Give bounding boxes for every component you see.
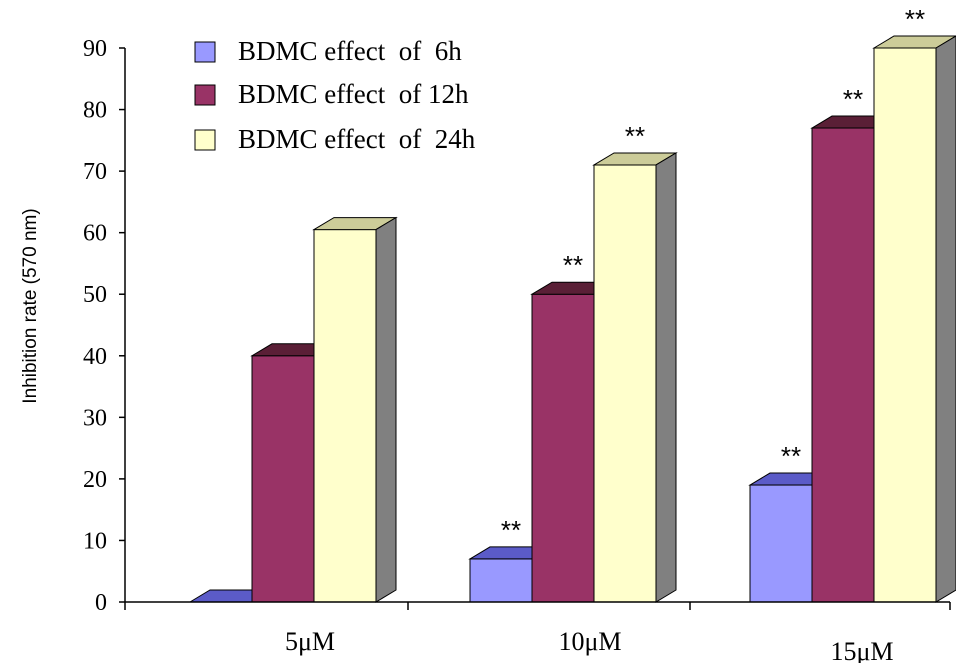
bar-front <box>811 127 875 603</box>
bar-front <box>469 558 533 603</box>
bar <box>250 343 336 603</box>
x-tick-label: 10μM <box>558 627 621 656</box>
bar-front <box>313 229 377 603</box>
bar-front <box>749 484 813 603</box>
legend-swatch <box>194 129 216 151</box>
legend: BDMC effect of 6h BDMC effect of 12h BDMC … <box>194 36 476 154</box>
x-tick-label: 5μM <box>285 627 335 656</box>
y-tick-label: 30 <box>83 405 107 431</box>
significance-label: ** <box>501 515 521 545</box>
y-tick-label: 90 <box>83 36 107 62</box>
x-tick-label: 15μM <box>830 637 893 663</box>
y-axis: 0 10 20 30 40 50 60 70 80 90 <box>83 36 126 616</box>
legend-label: BDMC effect of 12h <box>238 79 469 109</box>
y-tick-label: 60 <box>83 221 107 247</box>
y-tick-label: 20 <box>83 467 107 493</box>
y-axis-label: Inhibition rate (570 nm) <box>20 208 41 403</box>
x-axis: 5μM 10μM 15μM <box>124 601 951 663</box>
y-tick-label: 40 <box>83 344 107 370</box>
y-tick-label: 80 <box>83 98 107 124</box>
legend-label: BDMC effect of 6h <box>238 36 462 66</box>
bar-top <box>872 35 956 49</box>
bar: ** <box>468 515 554 603</box>
bar <box>312 216 398 603</box>
bar-side <box>655 152 677 603</box>
legend-swatch <box>194 41 216 63</box>
bar: ** <box>592 121 678 603</box>
bar-front <box>593 164 657 603</box>
bar-front <box>873 47 937 603</box>
bars: ** ** ** ** ** ** <box>188 4 956 603</box>
significance-label: ** <box>905 4 925 34</box>
significance-label: ** <box>625 121 645 151</box>
bar-front <box>251 355 315 603</box>
bar-front <box>531 293 595 603</box>
bar-side <box>935 35 956 603</box>
y-tick-label: 50 <box>83 282 107 308</box>
significance-label: ** <box>781 441 801 471</box>
y-tick-label: 70 <box>83 159 107 185</box>
bar: ** <box>810 84 896 603</box>
significance-label: ** <box>563 250 583 280</box>
y-tick-label: 10 <box>83 528 107 554</box>
bar-side <box>375 216 397 603</box>
legend-swatch <box>194 84 216 106</box>
legend-label: BDMC effect of 24h <box>238 124 476 154</box>
bar: ** <box>872 4 956 603</box>
y-tick-label: 0 <box>95 590 107 616</box>
significance-label: ** <box>843 84 863 114</box>
